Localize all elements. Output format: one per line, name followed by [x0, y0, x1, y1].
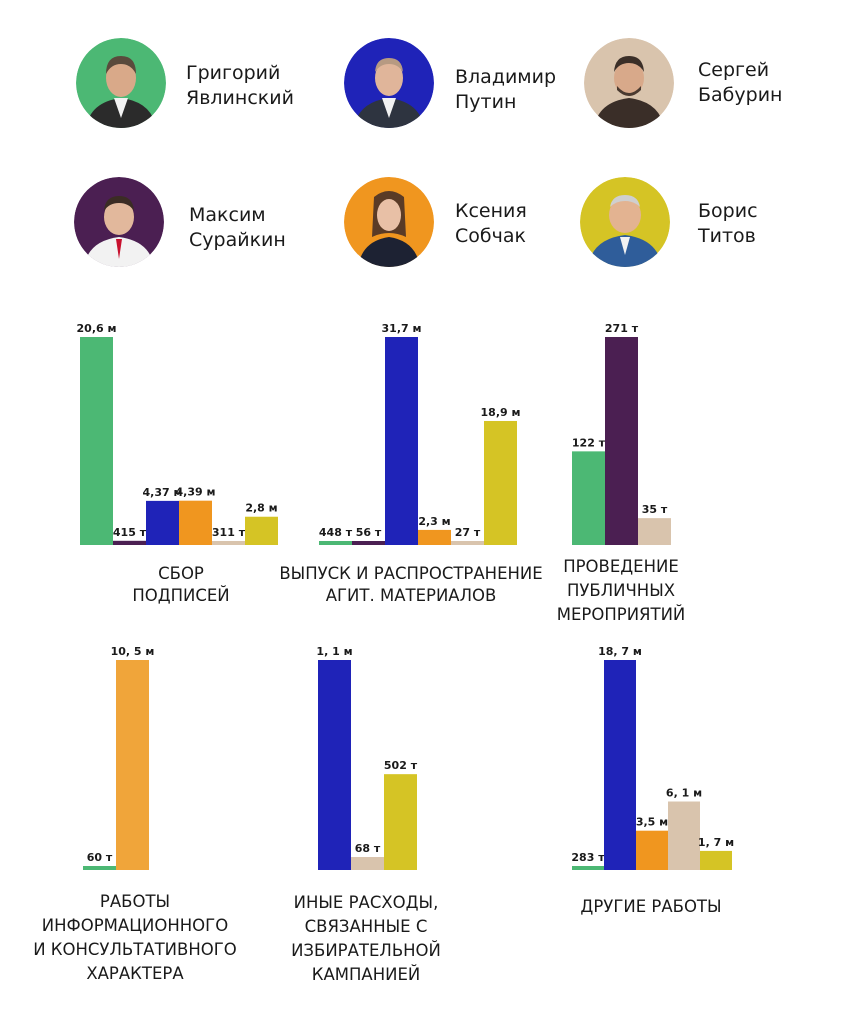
bar [636, 830, 668, 870]
bar-value-label: 122 т [572, 436, 606, 449]
bar-value-label: 1, 7 м [698, 836, 734, 849]
candidate-first-name: Ксения [455, 200, 527, 222]
chart-panel-3: 122 т 271 т 35 т ПРОВЕДЕНИЕ ПУБЛИЧНЫХ МЕРОПРИ… [557, 322, 686, 624]
bar [484, 420, 517, 545]
chart-category-title: ПОДПИСЕЙ [132, 586, 229, 605]
bar-value-label: 448 т [319, 526, 353, 539]
chart-category-title: ХАРАКТЕРА [86, 964, 184, 983]
bar-value-label: 502 т [384, 759, 418, 772]
chart-category-title: СБОР [158, 564, 204, 583]
avatar-suraykin [74, 177, 164, 267]
chart-category-title: ИНЫЕ РАСХОДЫ, [294, 893, 439, 912]
bar-value-label: 60 т [87, 851, 113, 864]
bar [113, 540, 146, 545]
bar-value-label: 56 т [356, 526, 382, 539]
bar [146, 500, 179, 545]
candidate-last-name: Собчак [455, 225, 526, 247]
bar [700, 850, 732, 870]
bar-value-label: 27 т [455, 526, 481, 539]
bar [83, 866, 116, 870]
chart-category-title: ИНФОРМАЦИОННОГО [42, 916, 228, 935]
bar [351, 857, 384, 870]
chart-panel-4: 60 т 10, 5 м РАБОТЫ ИНФОРМАЦИОННОГО И КОНСУЛ… [33, 645, 237, 983]
bar-value-label: 283 т [571, 851, 605, 864]
bar-value-label: 68 т [355, 842, 381, 855]
bar [319, 541, 352, 545]
avatar-putin [344, 38, 434, 128]
bar [318, 660, 351, 870]
bar [179, 500, 212, 545]
chart-panel-5: 1, 1 м 68 т 502 т ИНЫЕ РАСХОДЫ, СВЯЗАННЫЕ С И… [291, 645, 441, 984]
chart-category-title: ПРОВЕДЕНИЕ [563, 557, 679, 576]
candidate-last-name: Путин [455, 91, 517, 113]
bar-value-label: 271 т [605, 322, 639, 335]
candidate-first-name: Борис [698, 200, 758, 222]
bar [451, 541, 484, 545]
bar-value-label: 35 т [642, 503, 668, 516]
chart-category-title: ВЫПУСК И РАСПРОСТРАНЕНИЕ [279, 564, 542, 583]
chart-category-title: МЕРОПРИЯТИЙ [557, 605, 686, 624]
bar [384, 774, 417, 870]
bar [668, 801, 700, 870]
avatar-sobchak [344, 177, 434, 267]
bar [638, 518, 671, 545]
bar-value-label: 2,8 м [245, 502, 277, 515]
candidate-last-name: Бабурин [698, 84, 783, 106]
candidate-first-name: Григорий [186, 62, 281, 84]
bar [572, 866, 604, 870]
chart-category-title: АГИТ. МАТЕРИАЛОВ [326, 586, 497, 605]
bar [80, 337, 113, 545]
avatar-titov [580, 177, 670, 267]
avatar-baburin [584, 38, 674, 128]
candidate-first-name: Сергей [698, 59, 770, 81]
candidate-last-name: Титов [698, 225, 756, 247]
avatar-yavlinsky [76, 38, 166, 128]
bar [418, 529, 451, 545]
bar [605, 337, 638, 545]
chart-category-title: ДРУГИЕ РАБОТЫ [580, 897, 721, 916]
bar-value-label: 18,9 м [481, 406, 521, 419]
chart-category-title: ПУБЛИЧНЫХ [567, 581, 675, 600]
chart-panel-2: 448 т 56 т 31,7 м 2,3 м 27 т 18,9 м ВЫПУСК И Р… [279, 322, 542, 605]
bar-value-label: 1, 1 м [316, 645, 352, 658]
chart-category-title: РАБОТЫ [100, 892, 170, 911]
chart-panel-6: 283 т 18, 7 м 3,5 м 6, 1 м 1, 7 м ДРУГИЕ РАБО… [571, 645, 734, 916]
bar-value-label: 6, 1 м [666, 786, 702, 799]
bar [245, 516, 278, 545]
bar [572, 451, 605, 545]
chart-category-title: СВЯЗАННЫЕ С [305, 917, 428, 936]
bar [352, 541, 385, 545]
bar-value-label: 4,39 м [176, 486, 216, 499]
chart-category-title: КАМПАНИЕЙ [312, 965, 420, 984]
bar [212, 541, 245, 545]
bar-value-label: 10, 5 м [111, 645, 155, 658]
candidate-first-name: Максим [189, 204, 266, 226]
bar-value-label: 415 т [113, 526, 147, 539]
bar-value-label: 20,6 м [77, 322, 117, 335]
chart-panel-1: 20,6 м 415 т 4,37 м4,39 м 311 т 2,8 м СБОР ПОД… [77, 322, 278, 605]
bar [385, 337, 418, 545]
bar [116, 660, 149, 870]
bar [604, 660, 636, 870]
bar-value-label: 3,5 м [636, 816, 668, 829]
bar-value-label: 31,7 м [382, 322, 422, 335]
bar-value-label: 311 т [212, 526, 246, 539]
candidate-last-name: Явлинский [186, 87, 294, 109]
chart-category-title: ИЗБИРАТЕЛЬНОЙ [291, 941, 441, 960]
chart-category-title: И КОНСУЛЬТАТИВНОГО [33, 940, 237, 959]
bar-value-label: 4,37 м [143, 486, 183, 499]
candidate-last-name: Сурайкин [189, 229, 286, 251]
bar-value-label: 18, 7 м [598, 645, 642, 658]
candidate-first-name: Владимир [455, 66, 557, 88]
bar-value-label: 2,3 м [418, 515, 450, 528]
